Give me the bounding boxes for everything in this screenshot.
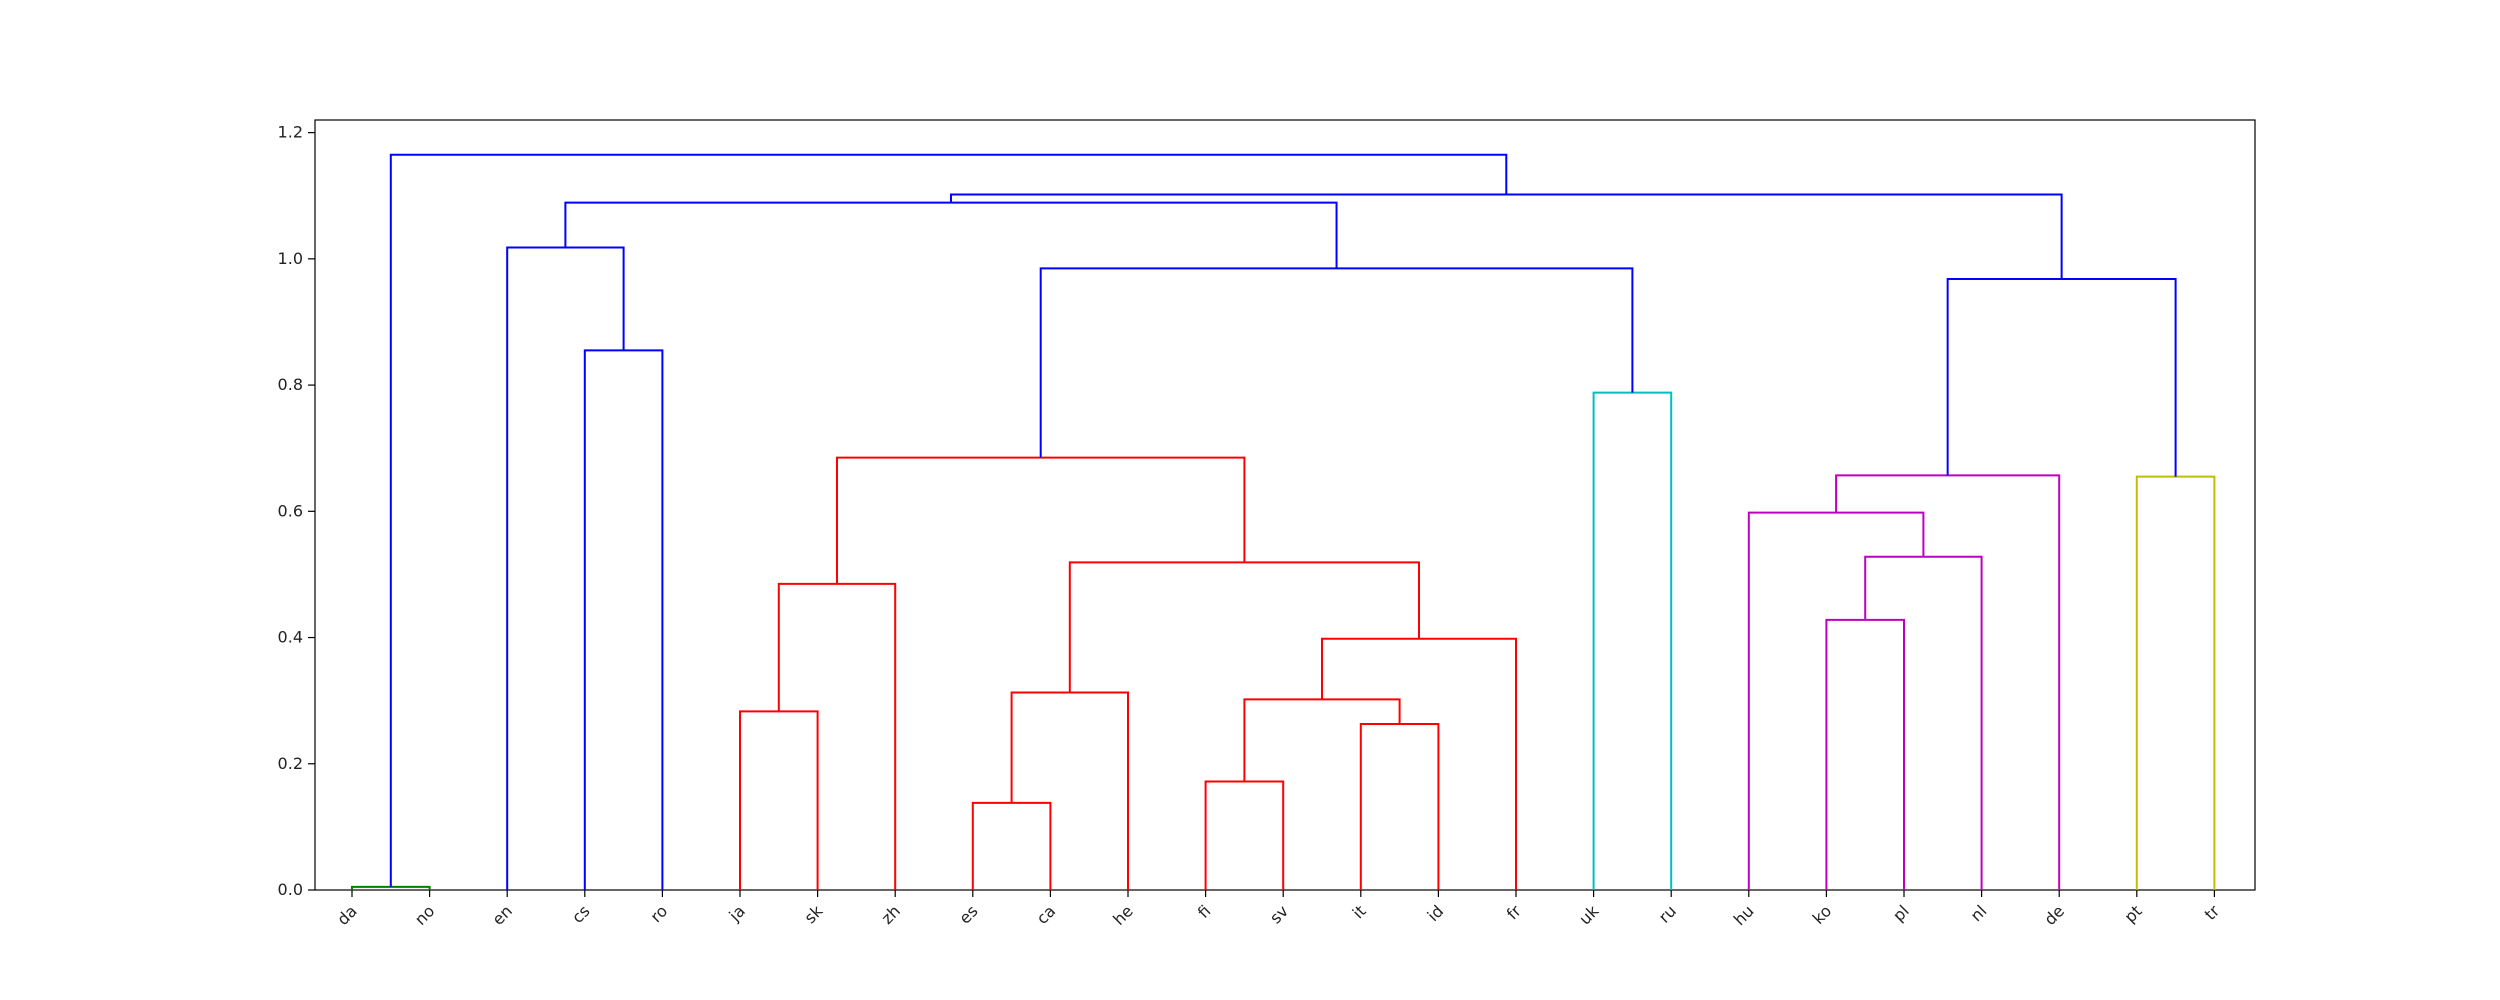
x-leaf-label: ro (646, 901, 671, 926)
x-leaf-label: uk (1575, 901, 1603, 929)
x-axis: da no en cs ro ja sk zh es ca he fi sv it id fr uk ru hu ko… (333, 890, 2224, 929)
y-tick-label: 1.0 (278, 249, 303, 268)
x-leaf-label: en (488, 901, 516, 929)
dendrogram-links (351, 153, 2216, 890)
x-leaf-label: ru (1655, 901, 1680, 926)
dendrogram-link (1039, 267, 1634, 458)
x-leaf-label: no (411, 901, 439, 929)
dendrogram-link (971, 801, 1052, 890)
x-leaf-label: he (1109, 901, 1137, 929)
dendrogram-link (389, 153, 1508, 887)
x-leaf-label: es (955, 901, 981, 927)
dendrogram-link (1825, 618, 1905, 890)
x-leaf-label: da (333, 901, 361, 929)
y-tick-label: 0.6 (278, 501, 303, 520)
x-leaf-label: tr (2201, 901, 2224, 924)
x-leaf-label: ja (725, 901, 749, 925)
x-leaf-label: pt (2121, 901, 2146, 926)
x-leaf-label: id (1423, 901, 1447, 925)
dendrogram-link (1010, 691, 1129, 890)
y-axis: 0.0 0.2 0.4 0.6 0.8 1.0 1.2 (278, 123, 315, 899)
dendrogram-link (506, 246, 625, 890)
x-leaf-label: fr (1503, 901, 1525, 923)
x-leaf-label: ko (1809, 901, 1836, 928)
x-leaf-label: fi (1194, 901, 1215, 922)
dendrogram-link (1592, 391, 1673, 890)
x-leaf-label: nl (1967, 901, 1991, 925)
dendrogram-link (836, 456, 1246, 584)
x-leaf-label: hu (1730, 901, 1758, 929)
x-leaf-label: ca (1033, 901, 1060, 928)
y-tick-label: 0.0 (278, 880, 303, 899)
x-leaf-label: sk (801, 901, 827, 927)
x-leaf-label: zh (877, 901, 904, 928)
x-leaf-label: cs (568, 901, 594, 927)
dendrogram-link (1747, 511, 1925, 890)
y-tick-label: 0.2 (278, 754, 303, 773)
x-leaf-label: pl (1889, 901, 1913, 925)
x-leaf-label: it (1349, 901, 1370, 922)
y-tick-label: 1.2 (278, 123, 303, 142)
x-leaf-label: de (2040, 901, 2068, 929)
dendrogram-link (583, 349, 664, 890)
plot-area (314, 119, 2256, 891)
y-tick-label: 0.4 (278, 628, 303, 647)
dendrogram-link (1204, 780, 1285, 890)
x-leaf-label: sv (1266, 901, 1292, 927)
y-tick-label: 0.8 (278, 375, 303, 394)
